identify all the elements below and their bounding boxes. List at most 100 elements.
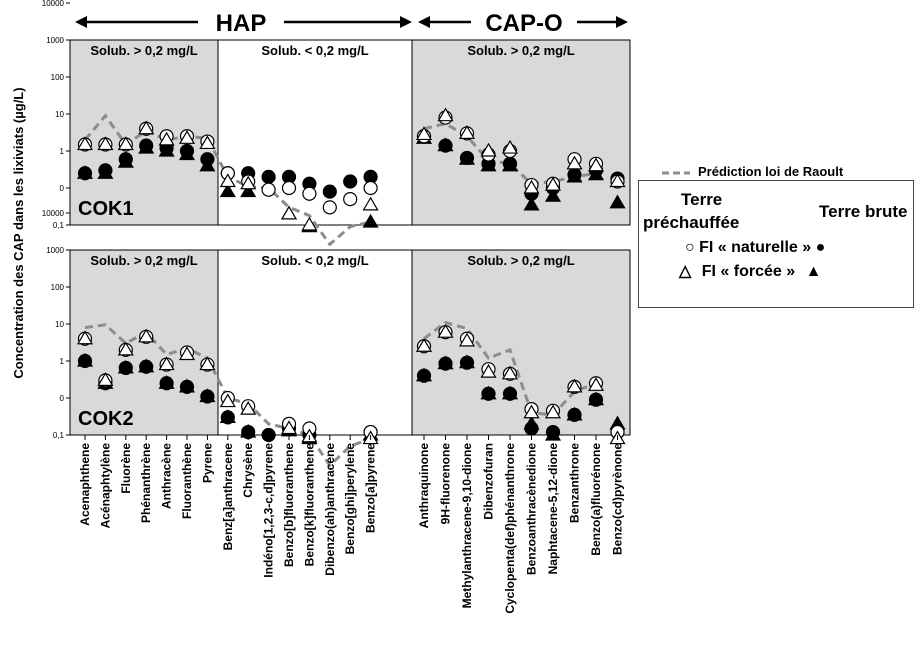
y-axis: 0,1 0 1 10 100 1000 10000 0,1 0 1 10 100 1000 10000 <box>42 0 70 440</box>
point-forcee-prechauffee <box>566 155 583 170</box>
point-forcee-brute <box>117 359 134 374</box>
point-forcee-brute <box>178 378 196 393</box>
raoult-legend-line <box>662 171 690 175</box>
x-tick-label: Fluorène <box>119 443 133 494</box>
section-label: Solub. < 0,2 mg/L <box>261 43 368 58</box>
point-forcee-brute <box>587 391 605 406</box>
point-naturelle-brute <box>322 184 337 199</box>
point-forcee-brute <box>437 355 454 370</box>
section-label: Solub. > 0,2 mg/L <box>467 43 574 58</box>
legend-col1-line2: préchauffée <box>643 213 740 232</box>
x-tick-label: Benzo(cd)pyrènone <box>611 443 625 555</box>
x-tick-label: Anthraquinone <box>417 443 431 529</box>
x-tick-label: Benzo[b]fluoranthene <box>282 443 296 567</box>
point-forcee-brute <box>523 196 540 211</box>
x-tick-label: Dibenzofuran <box>482 443 496 520</box>
point-forcee-prechauffee <box>76 136 94 151</box>
point-forcee-prechauffee <box>480 142 497 157</box>
point-forcee-brute <box>97 165 114 179</box>
point-forcee-prechauffee <box>178 130 196 144</box>
point-naturelle-prechauffee <box>343 192 358 207</box>
point-forcee-brute <box>76 352 94 367</box>
point-forcee-prechauffee <box>501 365 519 380</box>
point-forcee-brute <box>138 139 155 154</box>
y-tick-label: 10000 <box>42 0 65 8</box>
panels: Solub. > 0,2 mg/L Solub. < 0,2 mg/L Solub.… <box>69 39 631 468</box>
point-forcee-brute <box>219 183 236 198</box>
section-label: Solub. > 0,2 mg/L <box>90 253 197 268</box>
section-bg <box>411 39 631 226</box>
point-naturelle-brute <box>343 174 358 189</box>
x-tick-label: Methylanthracene-9,10-dione <box>460 443 474 609</box>
hap-arrow-head-left <box>75 16 87 28</box>
point-forcee-prechauffee <box>301 216 318 231</box>
point-forcee-brute <box>199 157 216 172</box>
y-tick-label: 1000 <box>46 36 64 45</box>
point-forcee-brute <box>544 188 562 202</box>
point-forcee-brute <box>199 388 216 403</box>
section-label: Solub. > 0,2 mg/L <box>90 43 197 58</box>
point-forcee-prechauffee <box>240 175 257 190</box>
point-forcee-prechauffee <box>480 363 497 378</box>
panel-cok1: Solub. > 0,2 mg/L Solub. < 0,2 mg/L Solub.… <box>69 39 631 247</box>
legend-row1-label: FI « naturelle » <box>699 239 812 256</box>
legend-col2: Terre brute <box>819 202 908 221</box>
point-forcee-brute <box>480 385 497 400</box>
point-forcee-prechauffee <box>280 420 298 435</box>
point-forcee-brute <box>138 358 155 373</box>
y-tick-label: 0 <box>60 184 65 193</box>
legend-col1-line1: Terre <box>681 190 723 209</box>
y-axis-label: Concentration des CAP dans les lixiviats… <box>11 87 26 378</box>
point-forcee-prechauffee <box>117 136 134 151</box>
point-forcee-prechauffee <box>199 356 216 371</box>
y-tick-label: 0,1 <box>53 221 65 230</box>
panel-label: COK2 <box>78 408 134 430</box>
point-forcee-prechauffee <box>138 328 155 343</box>
x-tick-label: Anthracène <box>160 443 174 509</box>
point-forcee-prechauffee <box>415 338 433 352</box>
capo-label-bg <box>471 10 577 36</box>
point-forcee-brute <box>178 146 196 161</box>
point-forcee-prechauffee <box>158 131 175 146</box>
y-tick-label: 100 <box>51 283 65 292</box>
point-forcee-prechauffee <box>280 205 298 220</box>
x-tick-label: Benzanthrone <box>568 443 582 523</box>
legend-open-circle-icon: ○ <box>685 239 695 256</box>
point-forcee-prechauffee <box>458 125 476 139</box>
x-tick-label: Benzo[k]fluoranthene <box>302 443 316 567</box>
y-tick-label: 10000 <box>42 209 65 218</box>
x-tick-label: Benzo[a]pyrene <box>364 443 378 533</box>
x-tick-label: Benzo(a)fluorénone <box>589 443 603 556</box>
point-forcee-prechauffee <box>523 179 540 194</box>
hap-label-bg <box>198 10 284 36</box>
point-forcee-brute <box>158 375 175 389</box>
legend-row-naturelle: ○ FI « naturelle » ● <box>685 239 825 257</box>
y-tick-label: 10 <box>55 110 64 119</box>
y-tick-label: 0 <box>60 394 65 403</box>
panel-label: COK1 <box>78 198 134 220</box>
point-forcee-brute <box>523 415 540 430</box>
point-forcee-prechauffee <box>609 173 626 188</box>
point-forcee-brute <box>158 142 175 157</box>
raoult-line <box>423 122 597 186</box>
point-forcee-brute <box>480 157 497 172</box>
raoult-line <box>423 320 597 417</box>
y-tick-label: 1 <box>60 357 65 366</box>
point-forcee-prechauffee <box>437 324 454 338</box>
point-forcee-brute <box>117 153 134 168</box>
x-tick-label: Indéno[1,2,3-c,d]pyrene <box>262 443 276 578</box>
y-tick-label: 1 <box>60 147 65 156</box>
point-forcee-brute <box>458 151 476 165</box>
y-tick-label: 10 <box>55 320 64 329</box>
capo-arrow-head-left <box>418 16 430 28</box>
legend-filled-circle-icon: ● <box>815 239 826 256</box>
x-tick-label: Benzo[ghi]perylene <box>343 443 357 555</box>
point-forcee-prechauffee <box>97 136 114 151</box>
x-tick-label: Acenaphthene <box>78 443 92 526</box>
family-header: HAP CAP-O <box>75 10 628 37</box>
capo-label: CAP-O <box>485 10 562 37</box>
point-forcee-prechauffee <box>97 372 114 386</box>
x-tick-label: Cyclopenta(def)phénanthrone <box>503 443 517 614</box>
x-tick-label: Pyrene <box>200 443 214 483</box>
